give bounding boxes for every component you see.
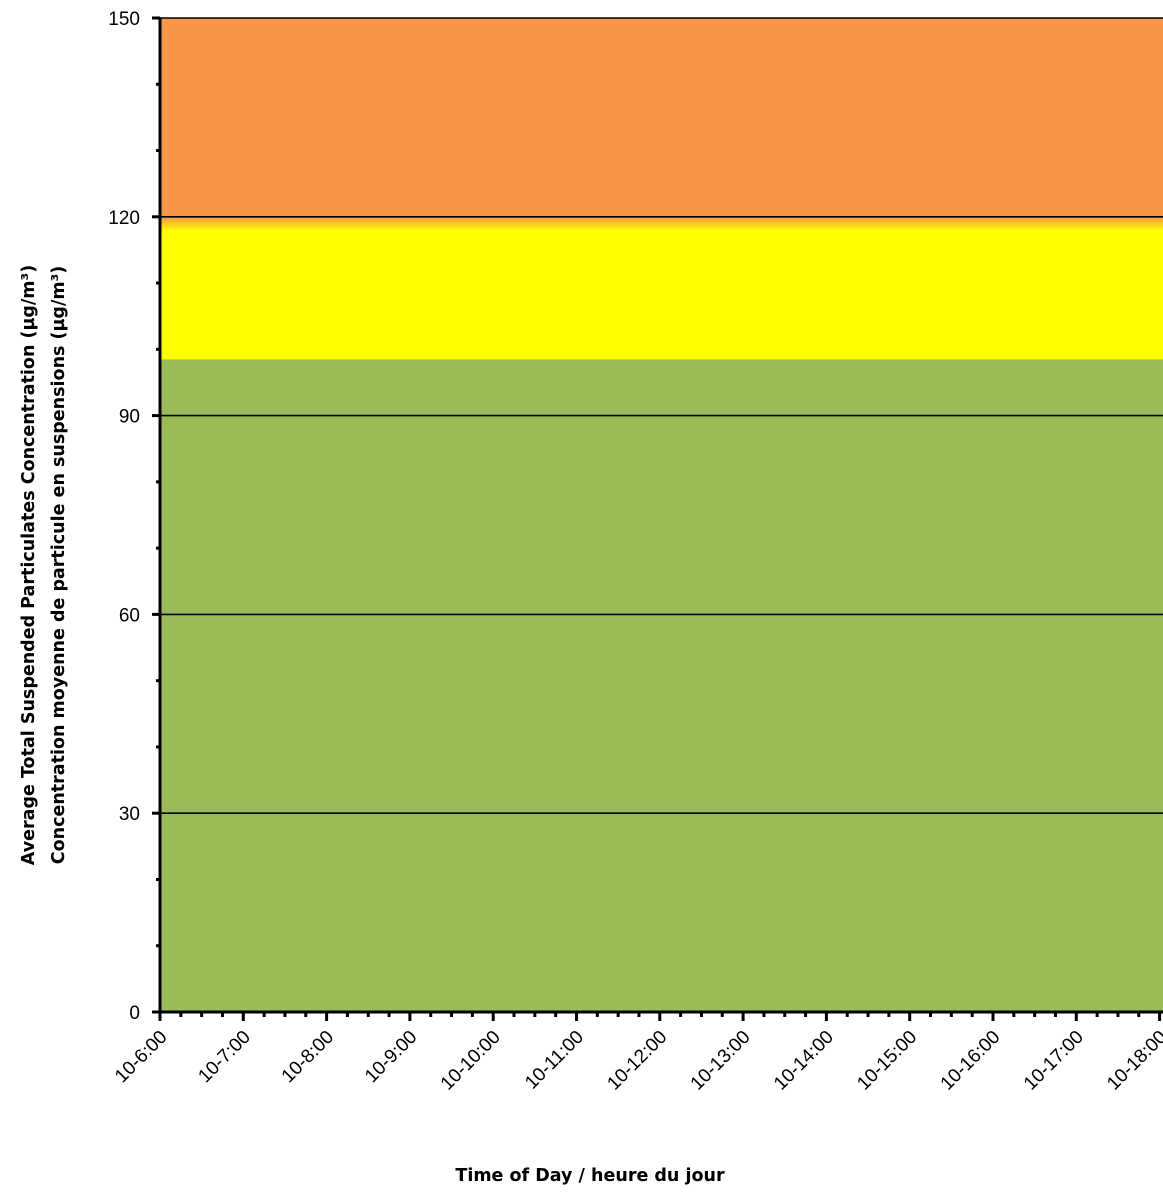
x-tick-label: 10-10:00 xyxy=(437,1027,505,1095)
y-axis-title-line-2: Concentration moyenne de particule en su… xyxy=(49,266,69,864)
x-tick-label: 10-7:00 xyxy=(194,1027,254,1087)
x-tick-label: 10-16:00 xyxy=(937,1027,1005,1095)
band-2 xyxy=(160,18,1163,217)
band-1 xyxy=(160,216,1163,360)
y-tick-labels: 0 30 60 90 120 150 xyxy=(108,9,140,1024)
x-tick-label: 10-8:00 xyxy=(278,1027,338,1087)
y-tick-label: 30 xyxy=(119,804,140,825)
y-tick-label: 90 xyxy=(119,407,140,428)
y-tick-label: 60 xyxy=(119,605,140,626)
axes xyxy=(152,16,1163,1021)
y-axis-title-line-1: Average Total Suspended Particulates Con… xyxy=(19,265,39,865)
band-transition xyxy=(160,216,1163,231)
x-tick-label: 10-14:00 xyxy=(770,1027,838,1095)
gridlines xyxy=(160,216,1163,815)
x-tick-label: 10-9:00 xyxy=(361,1027,421,1087)
x-tick-label: 10-13:00 xyxy=(687,1027,755,1095)
x-tick-label: 10-6:00 xyxy=(111,1027,171,1087)
x-tick-labels: 10-6:00 10-7:00 10-8:00 10-9:00 10-10:00 10-1… xyxy=(111,1027,1163,1095)
y-tick-label: 120 xyxy=(108,208,140,229)
x-tick-label: 10-15:00 xyxy=(853,1027,921,1095)
x-tick-label: 10-11:00 xyxy=(521,1027,588,1094)
y-axis-title: Average Total Suspended Particulates Con… xyxy=(19,265,69,865)
x-axis-title: Time of Day / heure du jour xyxy=(455,1166,725,1186)
x-tick-label: 10-18:00 xyxy=(1103,1027,1163,1095)
x-tick-label: 10-12:00 xyxy=(603,1027,671,1095)
y-tick-label: 150 xyxy=(108,9,140,30)
threshold-bands xyxy=(160,18,1163,1013)
band-0 xyxy=(160,359,1163,1013)
y-tick-label: 0 xyxy=(129,1003,140,1024)
x-tick-label: 10-17:00 xyxy=(1020,1027,1088,1095)
